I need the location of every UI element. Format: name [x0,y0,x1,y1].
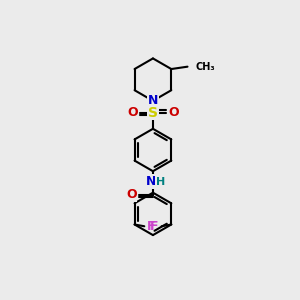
Text: O: O [126,188,137,201]
Text: O: O [168,106,179,119]
Text: O: O [168,106,179,119]
Text: O: O [127,106,138,119]
Text: O: O [126,188,137,201]
Text: O: O [127,106,138,119]
Text: N: N [148,94,158,107]
Text: H: H [156,176,165,187]
Text: S: S [148,106,158,120]
Text: N: N [148,94,158,107]
Text: CH₃: CH₃ [196,62,215,72]
Text: N: N [146,175,156,188]
Text: F: F [147,220,156,233]
Text: F: F [150,220,159,233]
Text: N: N [146,175,156,188]
Text: S: S [148,106,158,120]
Text: H: H [156,176,165,187]
